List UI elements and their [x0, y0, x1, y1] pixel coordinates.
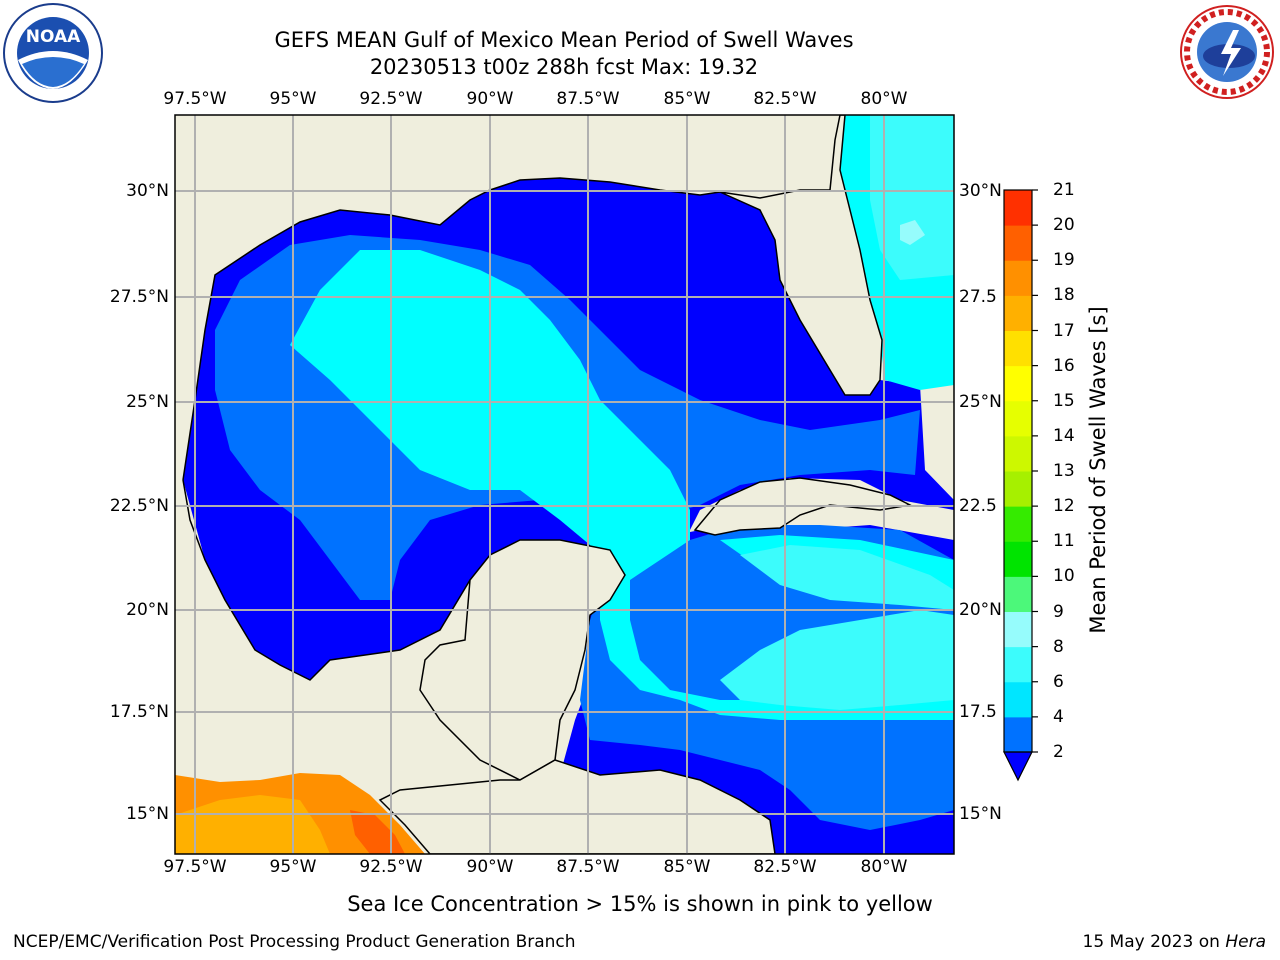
lat-label-left: 27.5°N	[109, 287, 169, 307]
lon-label-bottom: 95°W	[269, 857, 317, 877]
colorbar-tick-label: 15	[1053, 390, 1075, 411]
footer-host: Hera	[1225, 932, 1266, 952]
lat-label-left: 25°N	[126, 392, 169, 412]
swell-band-4-6	[290, 250, 954, 720]
atlantic-swell-6-8	[870, 115, 954, 280]
lon-label-bottom: 92.5°W	[359, 857, 423, 877]
central-america-land	[378, 759, 776, 854]
colorbar-segment	[1004, 190, 1032, 226]
colorbar-tick-label: 9	[1053, 601, 1064, 622]
colorbar-tick-label: 11	[1053, 531, 1075, 552]
yucatan-land	[419, 539, 626, 781]
lon-label-top: 85°W	[663, 89, 711, 109]
colorbar-tick-label: 8	[1053, 636, 1064, 657]
nws-logo	[1180, 5, 1274, 99]
colorbar-tick-label: 21	[1053, 180, 1075, 200]
colorbar-segment	[1004, 400, 1032, 437]
colorbar-segment	[1004, 506, 1032, 542]
lon-label-bottom: 82.5°W	[753, 857, 817, 877]
lon-label-bottom: 87.5°W	[556, 857, 620, 877]
colorbar-segment	[1004, 681, 1032, 718]
colorbar-extend-arrow	[1003, 751, 1033, 782]
colorbar-segment	[1004, 330, 1032, 367]
colorbar-tick-label: 18	[1053, 285, 1075, 306]
lon-label-top: 95°W	[269, 89, 317, 109]
lon-label-bottom: 90°W	[466, 857, 514, 877]
footer-branch: NCEP/EMC/Verification Post Processing Pr…	[13, 932, 576, 952]
lat-label-left: 15°N	[126, 804, 169, 824]
sea-ice-caption-text: Sea Ice Concentration > 15% is shown in …	[347, 892, 933, 916]
lat-label-right: 27.5	[959, 287, 997, 307]
map-gridlines	[175, 115, 954, 854]
lon-label-top: 80°W	[860, 89, 908, 109]
colorbar-segment	[1004, 260, 1032, 296]
lon-label-top: 90°W	[466, 89, 514, 109]
colorbar-tick-label: 16	[1053, 355, 1075, 376]
colorbar-tick-label: 14	[1053, 425, 1075, 446]
colorbar-tick-label: 12	[1053, 496, 1075, 517]
lat-label-right: 17.5	[959, 702, 997, 722]
atlantic-swell-8-9	[900, 220, 925, 245]
lat-label-left: 22.5°N	[109, 496, 169, 516]
lat-label-right: 20°N	[959, 600, 1002, 620]
lat-label-left: 30°N	[126, 181, 169, 201]
colorbar-tick-label: 17	[1053, 320, 1075, 341]
lon-label-bottom: 97.5°W	[163, 857, 227, 877]
colorbar-tick-label: 10	[1053, 566, 1075, 587]
lat-label-right: 30°N	[959, 181, 1002, 201]
sea-ice-caption: Sea Ice Concentration > 15% is shown in …	[0, 891, 1280, 917]
colorbar-segment	[1004, 295, 1032, 331]
footer-date: 15 May 2023 on Hera	[1083, 932, 1267, 952]
map-frame	[174, 114, 955, 855]
colorbar-segment	[1004, 541, 1032, 577]
colorbar-segment	[1004, 435, 1032, 472]
gulf-north-coastline	[182, 177, 721, 481]
lat-label-left: 17.5°N	[109, 702, 169, 722]
swell-band-6-8	[720, 610, 954, 710]
colorbar-segment	[1004, 611, 1032, 648]
pacific-swell-16-17	[175, 795, 330, 854]
colorbar-label: Mean Period of Swell Waves [s]	[1086, 306, 1110, 634]
colorbar-segment	[1004, 576, 1032, 612]
chart-subtitle: 20230513 t00z 288h fcst Max: 19.32	[369, 55, 759, 79]
colorbar-tick-label: 4	[1053, 706, 1064, 727]
colorbar-tick-label: 13	[1053, 461, 1075, 481]
lon-label-top: 82.5°W	[753, 89, 817, 109]
colorbar	[1003, 189, 1038, 782]
lat-label-right: 25°N	[959, 392, 1002, 412]
colorbar-segment	[1004, 365, 1032, 402]
colorbar-segment	[1004, 471, 1032, 507]
lon-label-top: 87.5°W	[556, 89, 620, 109]
colorbar-segment	[1004, 225, 1032, 261]
noaa-logo: NOAA	[3, 3, 103, 103]
florida-land	[719, 115, 883, 396]
lat-label-left: 20°N	[126, 600, 169, 620]
colorbar-tick-label: 19	[1053, 250, 1075, 271]
colorbar-segment	[1004, 716, 1032, 753]
svg-text:NOAA: NOAA	[26, 27, 81, 47]
lat-label-right: 22.5	[959, 496, 997, 516]
mexico-west-coastline	[182, 479, 471, 681]
lon-label-bottom: 80°W	[860, 857, 908, 877]
swell-band-6-8-b	[740, 545, 954, 610]
colorbar-segment	[1004, 646, 1032, 683]
colorbar-tick-label: 2	[1053, 742, 1064, 762]
footer-date-text: 15 May 2023 on	[1082, 932, 1226, 952]
colorbar-tick-label: 20	[1053, 215, 1075, 236]
colorbar-tick-label: 6	[1053, 671, 1064, 692]
lon-label-top: 92.5°W	[359, 89, 423, 109]
chart-title: GEFS MEAN Gulf of Mexico Mean Period of …	[274, 28, 854, 52]
lon-label-top: 97.5°W	[163, 89, 227, 109]
lat-label-right: 15°N	[959, 804, 1002, 824]
lon-label-bottom: 85°W	[663, 857, 711, 877]
